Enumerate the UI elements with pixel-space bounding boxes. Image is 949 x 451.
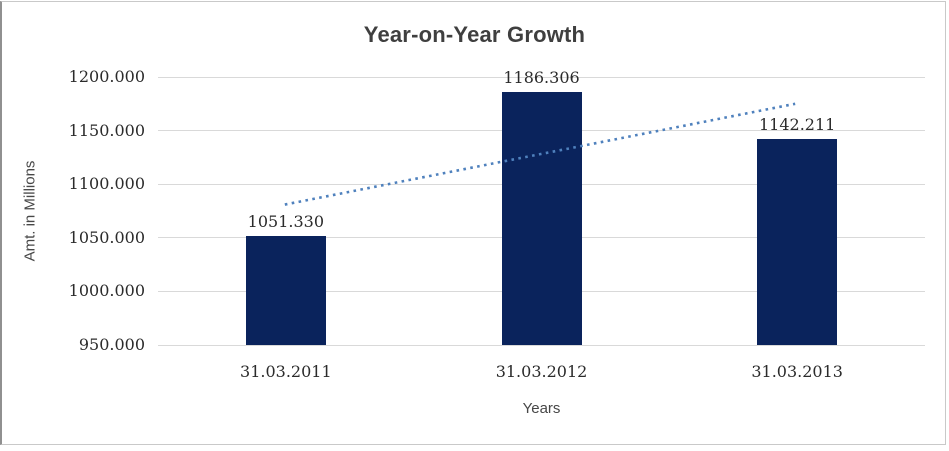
bar	[501, 91, 582, 345]
bar-data-label: 1142.211	[758, 114, 836, 134]
y-axis-tick-label: 1100.000	[68, 174, 145, 194]
y-axis-tick-label: 1050.000	[68, 227, 145, 247]
x-axis-title: Years	[522, 400, 561, 417]
trendline-dotted	[284, 102, 796, 206]
y-axis-tick-label: 1000.000	[68, 281, 145, 301]
y-axis-tick-label: 1200.000	[68, 67, 145, 86]
x-category-label: 31.03.2012	[495, 362, 588, 381]
gridline	[158, 76, 925, 78]
chart-title: Year-on-Year Growth	[363, 22, 586, 47]
y-axis-title: Amt. in Millions	[21, 160, 39, 262]
x-category-label: 31.03.2011	[240, 362, 332, 381]
x-category-label: 31.03.2013	[751, 362, 843, 381]
y-axis-tick-label: 950.000	[78, 335, 145, 354]
bar-data-label: 1186.306	[503, 67, 580, 87]
y-axis-tick-label: 1150.000	[68, 120, 145, 140]
gridline	[158, 344, 925, 346]
bar	[757, 138, 838, 345]
bar-data-label: 1051.330	[247, 212, 324, 232]
bar	[245, 236, 326, 345]
trendline	[284, 102, 796, 206]
